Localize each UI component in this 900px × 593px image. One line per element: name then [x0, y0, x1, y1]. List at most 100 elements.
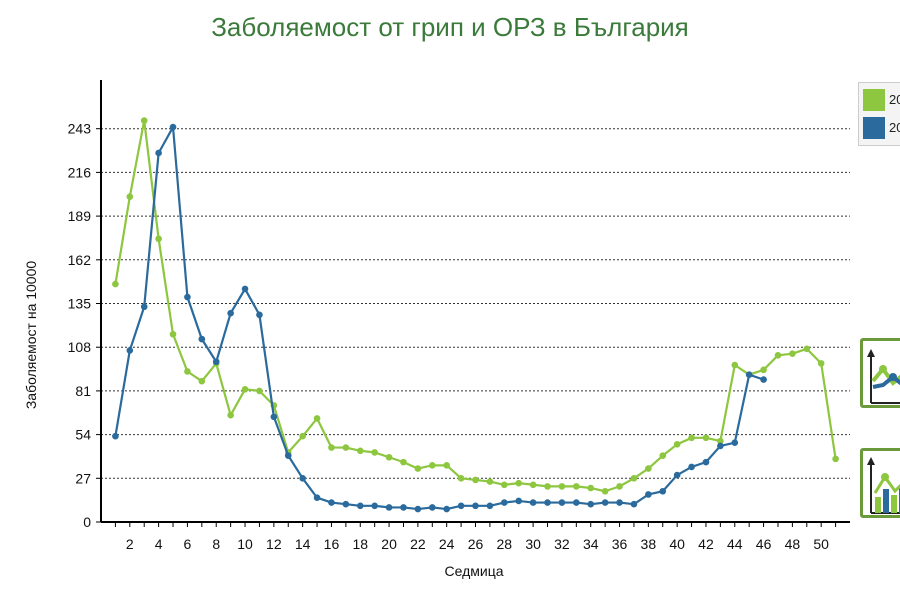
x-tick-label: 8 — [212, 536, 220, 552]
data-point[interactable] — [270, 413, 278, 421]
data-point[interactable] — [573, 499, 580, 506]
data-point[interactable] — [486, 478, 494, 485]
data-point[interactable] — [688, 434, 695, 442]
data-point[interactable] — [385, 504, 393, 511]
data-point[interactable] — [342, 500, 350, 508]
data-point[interactable] — [169, 330, 177, 338]
data-point[interactable] — [155, 149, 162, 157]
data-point[interactable] — [400, 458, 407, 466]
data-point[interactable] — [371, 502, 378, 510]
data-point[interactable] — [198, 335, 206, 343]
data-point[interactable] — [501, 499, 508, 506]
data-point[interactable] — [544, 499, 551, 506]
data-point[interactable] — [414, 465, 422, 472]
x-tick-label: 32 — [554, 536, 570, 552]
legend-item-series-1[interactable]: 20 — [863, 89, 900, 111]
data-point[interactable] — [645, 491, 652, 498]
data-point[interactable] — [702, 434, 710, 442]
data-point[interactable] — [428, 504, 436, 511]
data-point[interactable] — [486, 502, 494, 510]
data-point[interactable] — [241, 285, 249, 293]
data-point[interactable] — [760, 376, 767, 383]
data-point[interactable] — [774, 351, 782, 359]
legend-item-series-2[interactable]: 20 — [863, 117, 900, 139]
data-point[interactable] — [731, 361, 739, 369]
data-point[interactable] — [299, 432, 306, 440]
data-point[interactable] — [457, 475, 465, 482]
data-point[interactable] — [256, 387, 263, 395]
data-point[interactable] — [140, 117, 148, 124]
data-point[interactable] — [428, 462, 436, 469]
x-tick-label: 18 — [352, 536, 368, 552]
data-point[interactable] — [443, 462, 450, 469]
data-point[interactable] — [342, 444, 350, 451]
bar-chart-button[interactable] — [860, 448, 900, 518]
data-point[interactable] — [745, 371, 753, 379]
data-point[interactable] — [731, 439, 739, 446]
data-point[interactable] — [645, 465, 652, 472]
data-point[interactable] — [558, 483, 566, 490]
data-point[interactable] — [112, 280, 119, 288]
data-point[interactable] — [529, 499, 537, 506]
data-point[interactable] — [184, 368, 191, 375]
data-point[interactable] — [673, 471, 681, 479]
data-point[interactable] — [515, 479, 523, 487]
data-point[interactable] — [789, 350, 796, 357]
data-point[interactable] — [832, 455, 839, 463]
data-point[interactable] — [155, 235, 162, 243]
data-point[interactable] — [630, 500, 638, 508]
data-point[interactable] — [472, 476, 479, 484]
data-point[interactable] — [256, 311, 263, 319]
data-point[interactable] — [356, 502, 364, 510]
data-point[interactable] — [472, 502, 479, 510]
data-point[interactable] — [529, 481, 537, 489]
data-point[interactable] — [112, 432, 119, 440]
data-point[interactable] — [328, 499, 335, 506]
data-point[interactable] — [140, 303, 148, 311]
data-point[interactable] — [443, 505, 450, 513]
data-point[interactable] — [227, 411, 234, 419]
data-point[interactable] — [400, 504, 407, 511]
data-point[interactable] — [299, 475, 306, 482]
data-point[interactable] — [659, 487, 667, 495]
data-point[interactable] — [241, 385, 249, 393]
data-point[interactable] — [587, 484, 595, 492]
data-point[interactable] — [414, 505, 422, 513]
data-point[interactable] — [169, 123, 177, 131]
data-point[interactable] — [630, 475, 638, 482]
data-point[interactable] — [616, 483, 623, 490]
data-point[interactable] — [760, 366, 767, 374]
data-point[interactable] — [227, 309, 234, 317]
data-point[interactable] — [702, 458, 710, 466]
data-point[interactable] — [356, 447, 364, 455]
data-point[interactable] — [616, 499, 623, 506]
data-point[interactable] — [717, 437, 724, 445]
data-point[interactable] — [803, 345, 811, 353]
data-point[interactable] — [558, 499, 566, 506]
data-point[interactable] — [688, 463, 695, 471]
data-point[interactable] — [501, 481, 508, 489]
data-point[interactable] — [313, 415, 321, 422]
data-point[interactable] — [573, 483, 580, 490]
data-point[interactable] — [544, 483, 551, 490]
data-point[interactable] — [601, 499, 609, 506]
data-point[interactable] — [212, 358, 220, 366]
data-point[interactable] — [126, 347, 134, 354]
data-point[interactable] — [328, 444, 335, 451]
data-point[interactable] — [817, 360, 825, 367]
data-point[interactable] — [198, 377, 206, 385]
data-point[interactable] — [601, 487, 609, 495]
data-point[interactable] — [313, 494, 321, 502]
data-point[interactable] — [385, 453, 393, 461]
data-point[interactable] — [457, 502, 465, 510]
line-chart-button[interactable] — [860, 338, 900, 408]
data-point[interactable] — [284, 452, 292, 459]
data-point[interactable] — [184, 293, 191, 301]
data-point[interactable] — [673, 441, 681, 448]
data-point[interactable] — [659, 452, 667, 459]
data-point[interactable] — [126, 193, 134, 200]
data-point[interactable] — [515, 497, 523, 505]
data-point[interactable] — [717, 442, 724, 450]
data-point[interactable] — [587, 500, 595, 508]
data-point[interactable] — [371, 449, 378, 456]
